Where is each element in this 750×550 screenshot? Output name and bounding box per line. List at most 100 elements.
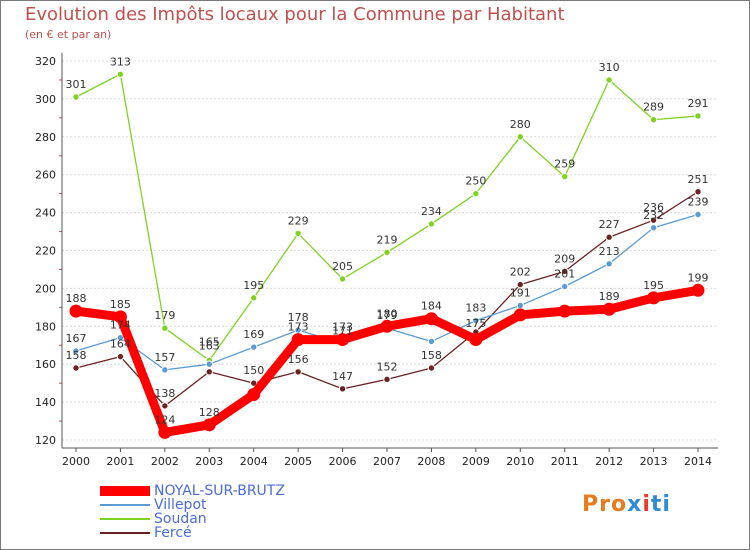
- data-label: 152: [377, 360, 398, 373]
- data-label: 251: [688, 173, 709, 186]
- data-label: 150: [243, 364, 264, 377]
- data-label: 128: [199, 406, 220, 419]
- data-point: [69, 304, 83, 318]
- data-label: 178: [288, 311, 309, 324]
- data-label: 310: [599, 61, 620, 74]
- x-tick-label: 2008: [417, 455, 445, 468]
- data-label: 259: [554, 158, 575, 171]
- data-point: [161, 402, 169, 410]
- data-label: 173: [288, 321, 309, 334]
- data-label: 229: [288, 214, 309, 227]
- data-label: 188: [66, 292, 87, 305]
- data-point: [472, 189, 480, 198]
- data-point: [561, 267, 569, 276]
- data-label: 289: [643, 101, 664, 114]
- y-tick-label: 140: [35, 396, 56, 409]
- y-tick-label: 160: [35, 358, 56, 371]
- data-point: [294, 368, 302, 376]
- data-point: [161, 366, 169, 374]
- data-point: [158, 425, 172, 439]
- data-point: [72, 364, 80, 372]
- data-label: 183: [465, 302, 486, 315]
- data-label: 165: [199, 336, 220, 349]
- data-point: [205, 368, 213, 376]
- data-point: [558, 304, 572, 318]
- data-point: [427, 220, 436, 228]
- data-point: [338, 385, 347, 393]
- data-label: 189: [599, 290, 620, 303]
- data-point: [516, 133, 524, 141]
- y-tick-label: 200: [35, 282, 56, 295]
- data-label: 202: [510, 266, 531, 279]
- x-tick-label: 2004: [240, 455, 268, 468]
- data-point: [605, 260, 613, 268]
- logo-letter: x: [627, 492, 643, 517]
- data-point: [472, 316, 480, 325]
- data-point: [72, 347, 80, 355]
- x-tick-label: 2006: [329, 455, 357, 468]
- data-label: 301: [66, 78, 87, 91]
- data-point: [250, 379, 258, 387]
- x-tick-label: 2014: [684, 455, 712, 468]
- data-label: 191: [510, 286, 531, 299]
- data-label: 234: [421, 205, 442, 218]
- data-label: 156: [288, 353, 309, 366]
- data-point: [694, 210, 702, 219]
- data-label: 205: [332, 260, 353, 273]
- y-tick-label: 120: [35, 434, 56, 447]
- data-point: [516, 301, 524, 310]
- chart-subtitle: (en € et par an): [25, 28, 112, 41]
- data-point: [694, 188, 702, 196]
- data-point: [250, 294, 258, 302]
- y-tick-label: 260: [35, 169, 56, 182]
- data-label: 174: [110, 319, 131, 332]
- data-label: 147: [332, 370, 353, 383]
- logo-letter: i: [642, 492, 651, 517]
- data-point: [338, 275, 347, 283]
- data-label: 201: [554, 268, 575, 281]
- data-label: 195: [643, 279, 664, 292]
- x-tick-label: 2011: [551, 455, 579, 468]
- data-point: [561, 282, 569, 291]
- data-label: 184: [421, 300, 442, 313]
- data-label: 213: [599, 245, 620, 258]
- data-point: [383, 375, 391, 384]
- x-tick-label: 2000: [62, 455, 90, 468]
- data-point: [691, 283, 705, 297]
- data-point: [116, 70, 125, 78]
- data-point: [383, 248, 391, 257]
- legend-swatch-villepot: [100, 504, 150, 506]
- y-tick-label: 320: [35, 55, 56, 68]
- data-label: 171: [332, 324, 353, 337]
- chart-title: Evolution des Impôts locaux pour la Comm…: [25, 4, 565, 25]
- y-tick-label: 220: [35, 245, 56, 258]
- data-point: [649, 224, 658, 232]
- data-label: 195: [243, 279, 264, 292]
- data-point: [72, 93, 80, 101]
- data-label: 227: [599, 218, 620, 231]
- x-tick-label: 2010: [506, 455, 534, 468]
- data-point: [694, 112, 702, 120]
- data-label: 291: [688, 97, 709, 110]
- logo-letter: P: [582, 492, 600, 517]
- data-label: 209: [554, 252, 575, 265]
- data-label: 157: [154, 351, 175, 364]
- data-point: [602, 302, 616, 316]
- data-point: [605, 76, 613, 84]
- data-label: 239: [688, 195, 709, 208]
- data-label: 180: [377, 307, 398, 320]
- data-point: [516, 280, 524, 289]
- data-label: 173: [332, 321, 353, 334]
- data-label: 179: [377, 309, 398, 322]
- data-label: 175: [465, 317, 486, 330]
- data-point: [513, 308, 527, 322]
- legend-label-villepot: Villepot: [154, 497, 207, 513]
- data-label: 219: [377, 233, 398, 246]
- logo-letter: o: [610, 492, 628, 517]
- data-label: 163: [199, 340, 220, 353]
- data-label: 232: [643, 209, 664, 222]
- legend-label-soudan: Soudan: [154, 511, 207, 527]
- data-point: [291, 333, 305, 347]
- data-label: 185: [110, 298, 131, 311]
